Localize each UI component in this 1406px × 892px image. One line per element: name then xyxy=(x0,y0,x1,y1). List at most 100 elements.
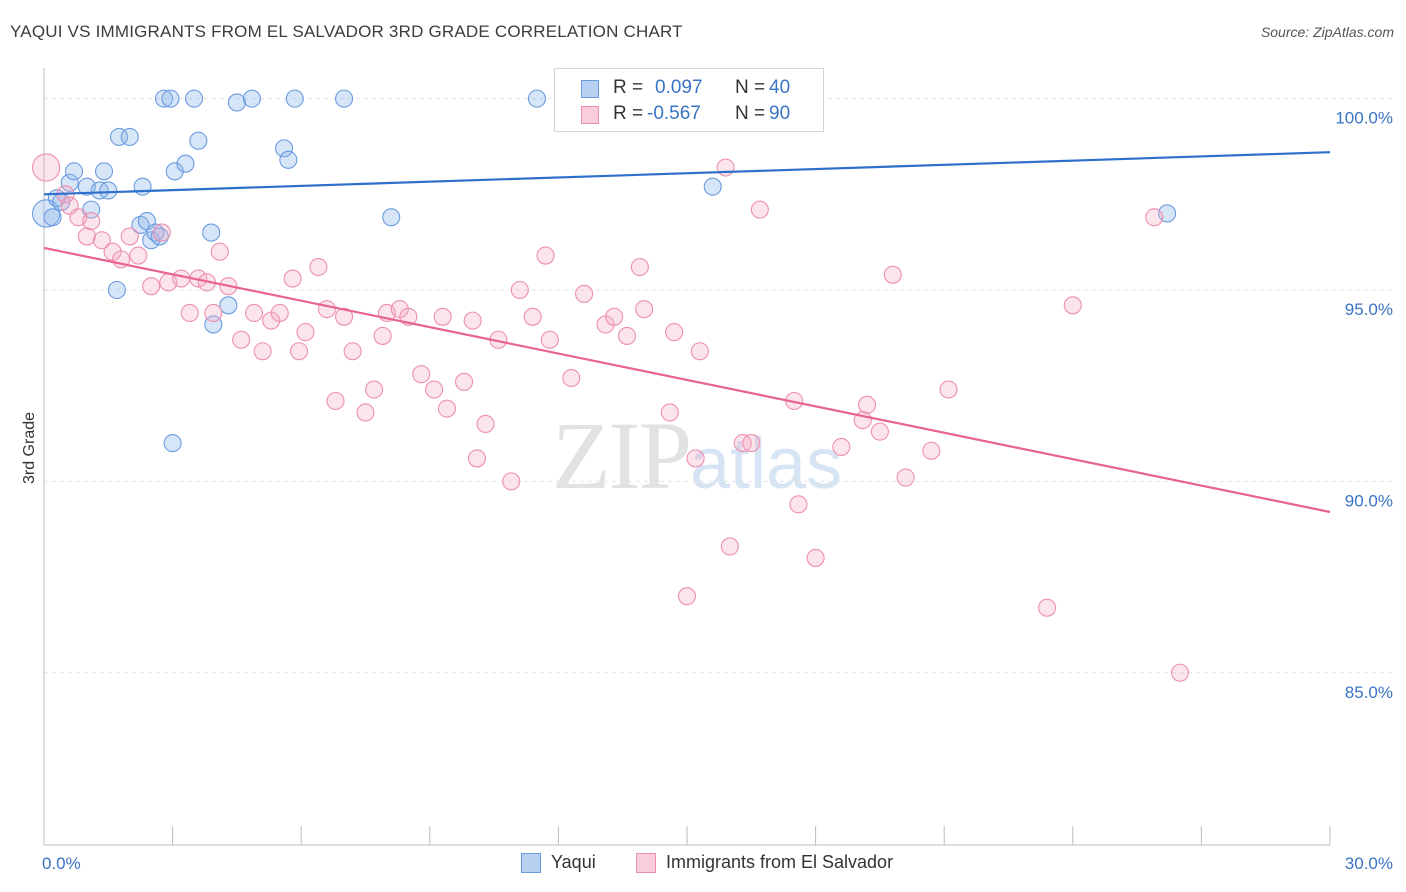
point-el-salvador xyxy=(806,548,825,567)
point-el-salvador xyxy=(750,200,769,219)
legend-swatch-yaqui xyxy=(581,80,599,98)
point-el-salvador xyxy=(523,307,542,326)
point-yaqui xyxy=(202,223,221,242)
axes xyxy=(43,68,1331,846)
legend-label-el-salvador: Immigrants from El Salvador xyxy=(666,852,894,872)
point-el-salvador xyxy=(540,330,559,349)
point-el-salvador xyxy=(253,342,272,361)
watermark-atlas: atlas xyxy=(690,424,843,504)
point-el-salvador xyxy=(433,307,452,326)
point-el-salvador xyxy=(373,326,392,345)
point-yaqui xyxy=(382,208,401,227)
point-yaqui xyxy=(120,127,139,146)
legend-row-el-salvador: R = -0.567 N = 90 xyxy=(555,103,823,127)
point-el-salvador xyxy=(283,269,302,288)
point-yaqui xyxy=(227,93,246,112)
y-tick-label: 100.0% xyxy=(1335,109,1393,128)
point-yaqui xyxy=(107,280,126,300)
point-yaqui xyxy=(275,139,294,158)
legend-r-label: R = xyxy=(613,103,644,124)
point-el-salvador xyxy=(172,269,191,288)
point-el-salvador xyxy=(180,303,199,323)
point-el-salvador xyxy=(270,303,289,323)
point-el-salvador xyxy=(677,587,697,606)
point-el-salvador xyxy=(510,280,529,300)
point-el-salvador xyxy=(244,303,264,323)
point-el-salvador xyxy=(476,414,495,434)
point-el-salvador xyxy=(365,380,384,399)
point-yaqui xyxy=(184,89,204,108)
point-el-salvador xyxy=(665,323,684,342)
point-yaqui xyxy=(189,131,208,150)
point-yaqui xyxy=(99,181,118,200)
point-el-salvador xyxy=(922,441,941,460)
trend-line-yaqui xyxy=(43,151,1331,196)
point-el-salvador xyxy=(686,449,705,468)
data-points xyxy=(31,89,1190,682)
series-legend: Yaqui Immigrants from El Salvador xyxy=(0,852,1406,876)
point-yaqui xyxy=(133,177,152,196)
legend-swatch-el-salvador xyxy=(581,106,599,124)
point-el-salvador xyxy=(789,495,808,514)
point-el-salvador xyxy=(617,326,637,345)
point-el-salvador xyxy=(31,153,61,182)
point-el-salvador xyxy=(309,257,328,277)
point-el-salvador xyxy=(1145,208,1164,227)
legend-swatch-el-salvador xyxy=(636,853,656,873)
trend-lines xyxy=(43,151,1331,514)
point-el-salvador xyxy=(290,342,309,361)
x-tick-label: 30.0% xyxy=(1345,854,1393,873)
chart-title: YAQUI VS IMMIGRANTS FROM EL SALVADOR 3RD… xyxy=(10,22,683,41)
point-yaqui xyxy=(94,162,114,181)
point-el-salvador xyxy=(690,342,709,361)
point-yaqui xyxy=(219,296,238,315)
y-tick-label: 90.0% xyxy=(1345,491,1393,510)
point-el-salvador xyxy=(463,311,482,330)
point-el-salvador xyxy=(1063,296,1082,315)
point-el-salvador xyxy=(635,300,654,319)
point-el-salvador xyxy=(467,449,487,468)
point-el-salvador xyxy=(232,330,251,349)
legend-row-yaqui: R = 0.097 N = 40 xyxy=(555,77,823,101)
point-el-salvador xyxy=(720,537,739,556)
point-el-salvador xyxy=(82,212,101,231)
legend-n-value: 40 xyxy=(769,77,791,98)
point-el-salvador xyxy=(425,380,444,399)
point-yaqui xyxy=(109,127,129,146)
legend-label-yaqui: Yaqui xyxy=(551,852,596,872)
point-el-salvador xyxy=(716,158,735,177)
point-el-salvador xyxy=(562,368,581,388)
watermark-zip: ZIP xyxy=(552,402,692,509)
point-yaqui xyxy=(60,173,79,192)
point-el-salvador xyxy=(870,422,889,441)
point-el-salvador xyxy=(356,403,375,422)
point-yaqui xyxy=(242,89,261,108)
point-el-salvador xyxy=(335,307,354,326)
y-tick-label: 85.0% xyxy=(1345,683,1393,702)
point-el-salvador xyxy=(660,403,679,422)
legend-n-value: 90 xyxy=(769,103,791,124)
source-label: Source: ZipAtlas.com xyxy=(1260,24,1394,40)
point-el-salvador xyxy=(152,223,171,242)
y-axis-title: 3rd Grade xyxy=(21,412,38,484)
legend-n-label: N = xyxy=(735,103,766,124)
legend-r-label: R = xyxy=(613,77,644,98)
point-el-salvador xyxy=(326,391,345,411)
point-yaqui xyxy=(527,89,547,108)
point-el-salvador xyxy=(630,257,649,277)
legend-n-label: N = xyxy=(735,77,766,98)
trend-line-el-salvador xyxy=(43,246,1331,514)
point-el-salvador xyxy=(857,395,877,414)
point-el-salvador xyxy=(210,242,229,261)
tick-labels: 100.0% 95.0% 90.0% 85.0% 0.0% 30.0% xyxy=(42,109,1393,873)
point-el-salvador xyxy=(502,472,521,491)
legend-swatch-yaqui xyxy=(521,853,541,873)
point-el-salvador xyxy=(204,303,223,323)
point-el-salvador xyxy=(142,277,161,296)
point-el-salvador xyxy=(536,246,555,265)
legend-r-value: 0.097 xyxy=(655,77,703,98)
point-yaqui xyxy=(335,89,354,108)
point-yaqui xyxy=(176,154,195,173)
point-yaqui xyxy=(279,150,298,169)
